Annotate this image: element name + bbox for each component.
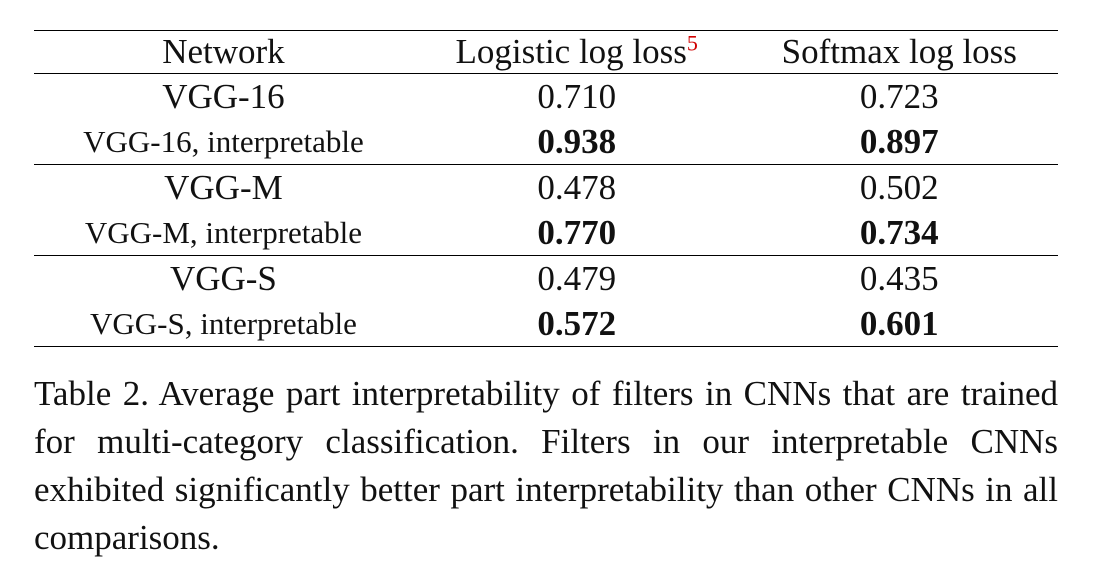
header-network: Network (162, 32, 285, 71)
logistic-value: 0.938 (537, 122, 617, 161)
logistic-value: 0.478 (537, 168, 617, 207)
header-softmax: Softmax log loss (781, 32, 1017, 71)
logistic-value: 0.710 (537, 77, 617, 116)
table-row: VGG-16 0.710 0.723 (34, 74, 1058, 120)
softmax-value: 0.435 (859, 259, 939, 298)
table-row: VGG-S 0.479 0.435 (34, 256, 1058, 302)
table-caption: Table 2. Average part interpretability o… (34, 374, 1058, 557)
table-row: VGG-S, interpretable 0.572 0.601 (34, 301, 1058, 347)
logistic-value: 0.479 (537, 259, 617, 298)
header-logistic-label: Logistic log loss (455, 32, 687, 71)
softmax-value: 0.897 (859, 122, 939, 161)
header-logistic: Logistic log loss5 (413, 31, 741, 74)
interpretability-table: Network Logistic log loss5 Softmax log l… (34, 30, 1058, 347)
footnote-marker[interactable]: 5 (686, 30, 698, 56)
group-vggs: VGG-S 0.479 0.435 VGG-S, interpretable 0… (34, 256, 1058, 347)
logistic-value: 0.770 (537, 213, 617, 252)
softmax-value: 0.734 (859, 213, 939, 252)
header-row: Network Logistic log loss5 Softmax log l… (34, 30, 1058, 74)
softmax-value: 0.723 (859, 77, 939, 116)
network-name: VGG-16 (162, 77, 285, 116)
network-name: VGG-M (164, 168, 283, 207)
table-row: VGG-M, interpretable 0.770 0.734 (34, 210, 1058, 256)
group-vggm: VGG-M 0.478 0.502 VGG-M, interpretable 0… (34, 165, 1058, 256)
logistic-value: 0.572 (537, 304, 617, 343)
network-name: VGG-S (169, 259, 277, 298)
table-row: VGG-M 0.478 0.502 (34, 165, 1058, 211)
softmax-value: 0.502 (859, 168, 939, 207)
network-name: VGG-S, interpretable (90, 306, 357, 341)
results-table-container: Network Logistic log loss5 Softmax log l… (34, 30, 1058, 347)
network-name: VGG-M, interpretable (84, 215, 363, 250)
softmax-value: 0.601 (859, 304, 939, 343)
group-vgg16: VGG-16 0.710 0.723 VGG-16, interpretable… (34, 74, 1058, 165)
table-row: VGG-16, interpretable 0.938 0.897 (34, 119, 1058, 165)
network-name: VGG-16, interpretable (83, 124, 364, 159)
